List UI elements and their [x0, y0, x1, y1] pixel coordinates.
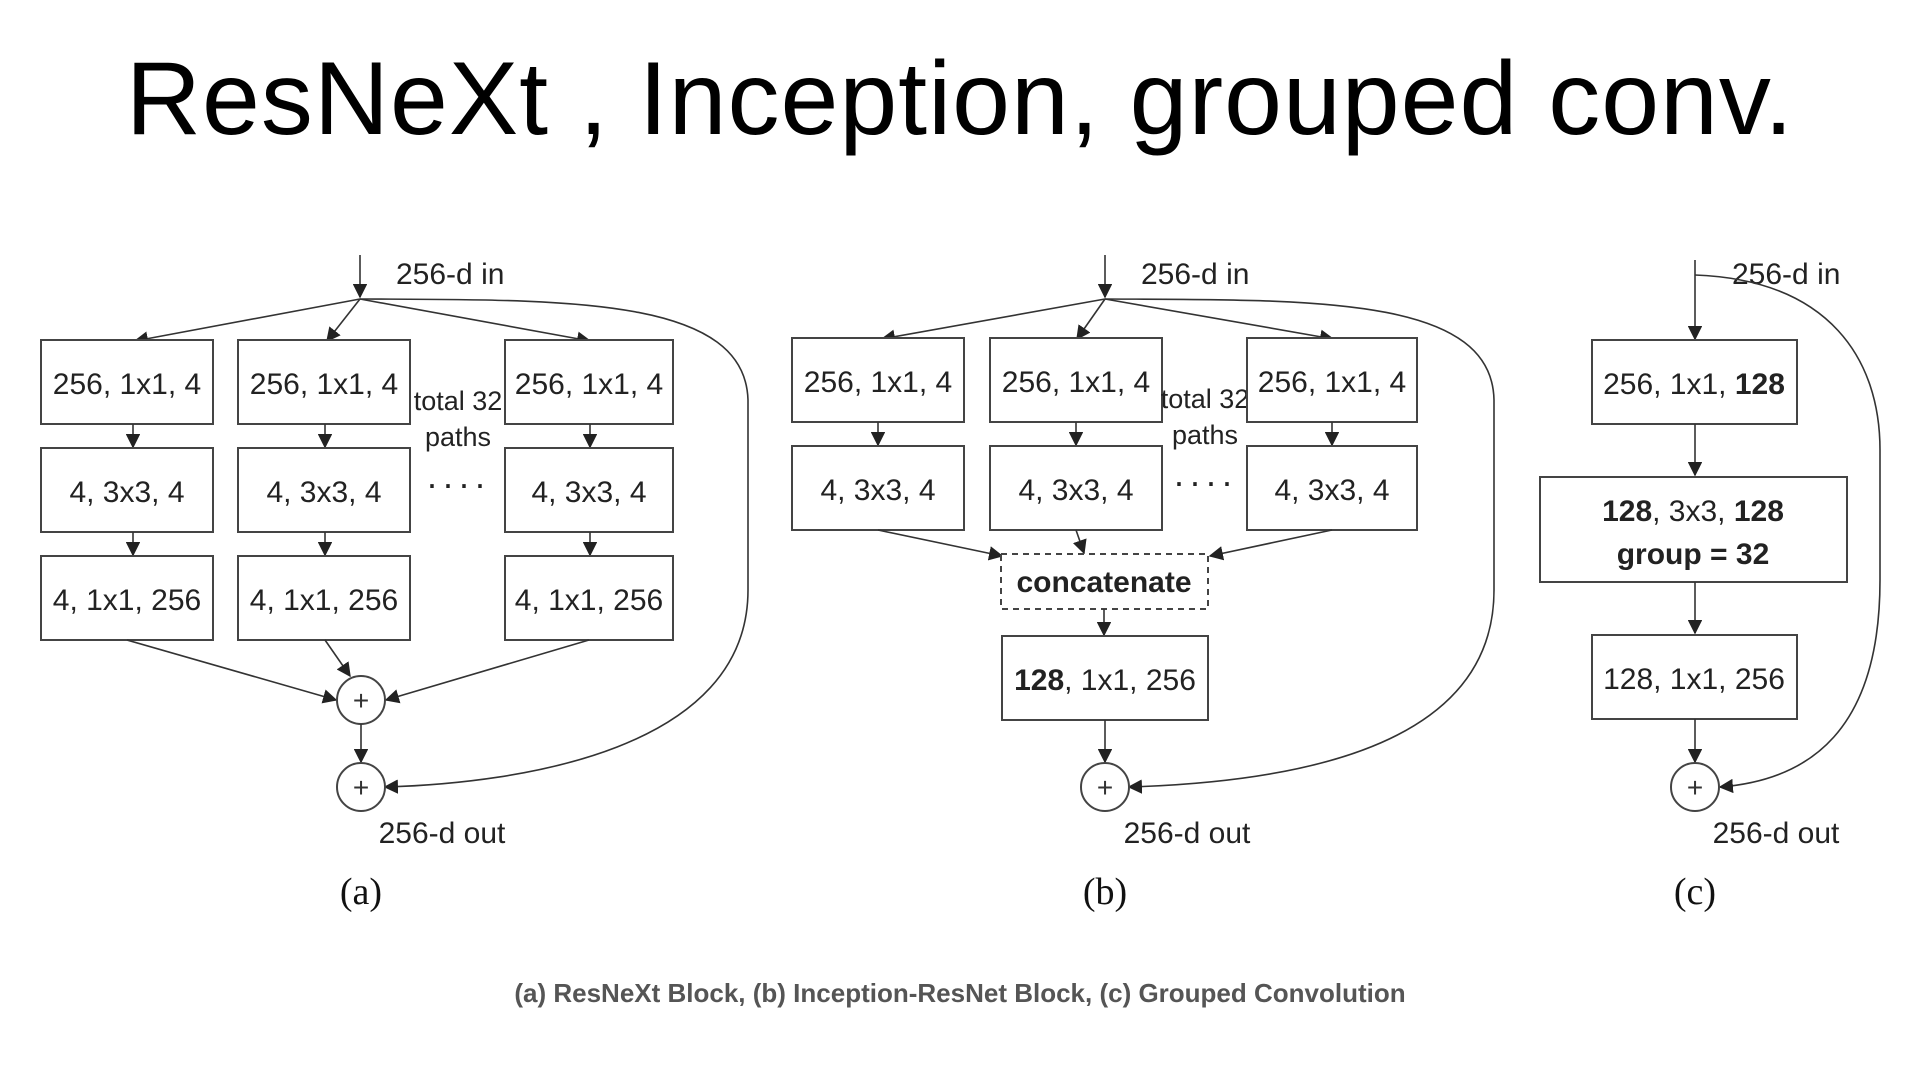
conv-box	[791, 445, 965, 531]
output-label: 256-d out	[379, 817, 506, 850]
box-label: 128, 1x1, 256	[1603, 663, 1785, 696]
conv-box	[40, 555, 214, 641]
paths-note: paths	[1172, 420, 1238, 450]
conv-box	[504, 339, 674, 425]
output-label: 256-d out	[1124, 817, 1251, 850]
figure-caption: (a) ResNeXt Block, (b) Inception-ResNet …	[514, 978, 1406, 1008]
plus-sign: +	[1687, 772, 1703, 803]
conv-box	[237, 555, 411, 641]
group-label: group = 32	[1617, 538, 1770, 571]
panel-b-inception-resnet-block: 256-d in 256, 1x1, 4 4, 3x3, 4 256, 1x1,…	[791, 255, 1495, 913]
box-label: 4, 3x3, 4	[266, 476, 381, 509]
box-label-mid: , 3x3,	[1652, 495, 1734, 528]
box-label: 128, 3x3, 128	[1602, 495, 1784, 528]
conv-box	[1591, 634, 1798, 720]
panel-a-resnext-block: 256-d in 256, 1x1, 4 4, 3x3, 4 4, 1x1, 2…	[40, 255, 749, 913]
box-label: 256, 1x1, 128	[1603, 368, 1785, 401]
panel-label: (b)	[1083, 871, 1127, 913]
split-edge	[133, 298, 361, 346]
bold-channels: 128	[1602, 495, 1652, 528]
input-label: 256-d in	[396, 258, 504, 291]
merge-edge	[1072, 529, 1087, 555]
input-label: 256-d in	[1141, 258, 1249, 291]
box-label: 4, 1x1, 256	[250, 584, 398, 617]
box-label: 256, 1x1, 4	[1002, 366, 1150, 399]
box-label: 128, 1x1, 256	[1014, 664, 1196, 697]
conv-box	[1246, 337, 1418, 423]
conv-box	[40, 339, 214, 425]
box-label: 4, 3x3, 4	[1274, 474, 1389, 507]
concatenate-label: concatenate	[1016, 566, 1191, 599]
conv-box	[1001, 635, 1209, 721]
ellipsis-dots: ····	[426, 463, 490, 504]
split-edge	[359, 298, 592, 346]
conv-box	[791, 337, 965, 423]
box-label: 256, 1x1, 4	[1258, 366, 1406, 399]
ellipsis-dots: ····	[1173, 461, 1237, 502]
plus-sign: +	[353, 772, 369, 803]
split-edge	[1076, 298, 1106, 341]
box-label-rest: 256, 1x1,	[1603, 368, 1735, 401]
split-edge	[1104, 298, 1335, 344]
bold-channels: 128	[1735, 368, 1785, 401]
identity-shortcut	[359, 298, 749, 794]
identity-shortcut	[1104, 298, 1495, 794]
merge-edge	[324, 639, 351, 678]
paths-note: total 32	[1161, 384, 1250, 414]
box-label: 256, 1x1, 4	[804, 366, 952, 399]
plus-sign: +	[1097, 772, 1113, 803]
box-label: 256, 1x1, 4	[53, 368, 201, 401]
bold-channels: 128	[1734, 495, 1784, 528]
sum-node	[1080, 762, 1130, 812]
paths-note: paths	[425, 422, 491, 452]
split-edge	[326, 298, 361, 343]
output-label: 256-d out	[1713, 817, 1840, 850]
bold-channels: 128	[1014, 664, 1064, 697]
box-label: 4, 1x1, 256	[515, 584, 663, 617]
conv-box	[504, 447, 674, 533]
box-label-rest: , 1x1, 256	[1064, 664, 1196, 697]
conv-box	[989, 337, 1163, 423]
sum-node	[336, 762, 386, 812]
box-label: 4, 1x1, 256	[53, 584, 201, 617]
merge-edge	[877, 529, 1004, 561]
conv-box	[504, 555, 674, 641]
box-label: 256, 1x1, 4	[250, 368, 398, 401]
identity-shortcut	[1694, 274, 1881, 794]
panel-c-grouped-convolution: 256-d in 256, 1x1, 128 128, 3x3, 128 gro…	[1539, 258, 1881, 913]
conv-box	[237, 447, 411, 533]
merge-edge	[126, 639, 338, 704]
conv-box	[989, 445, 1163, 531]
panel-label: (c)	[1674, 871, 1716, 913]
merge-edge	[1208, 529, 1333, 561]
conv-box	[1246, 445, 1418, 531]
grouped-conv-box	[1539, 476, 1848, 583]
box-label: 4, 3x3, 4	[1018, 474, 1133, 507]
conv-box	[40, 447, 214, 533]
conv-box	[1591, 339, 1798, 425]
box-label: 4, 3x3, 4	[531, 476, 646, 509]
page-title: ResNeXt , Inception, grouped conv.	[125, 41, 1795, 157]
merge-edge	[384, 639, 590, 704]
concatenate-box	[1000, 553, 1209, 610]
paths-note: total 32	[414, 386, 503, 416]
split-edge	[880, 298, 1106, 344]
panel-label: (a)	[340, 871, 382, 913]
box-label: 256, 1x1, 4	[515, 368, 663, 401]
plus-sign: +	[353, 685, 369, 716]
box-label: 4, 3x3, 4	[69, 476, 184, 509]
conv-box	[237, 339, 411, 425]
sum-node	[1670, 762, 1720, 812]
input-label: 256-d in	[1732, 258, 1840, 291]
box-label: 4, 3x3, 4	[820, 474, 935, 507]
